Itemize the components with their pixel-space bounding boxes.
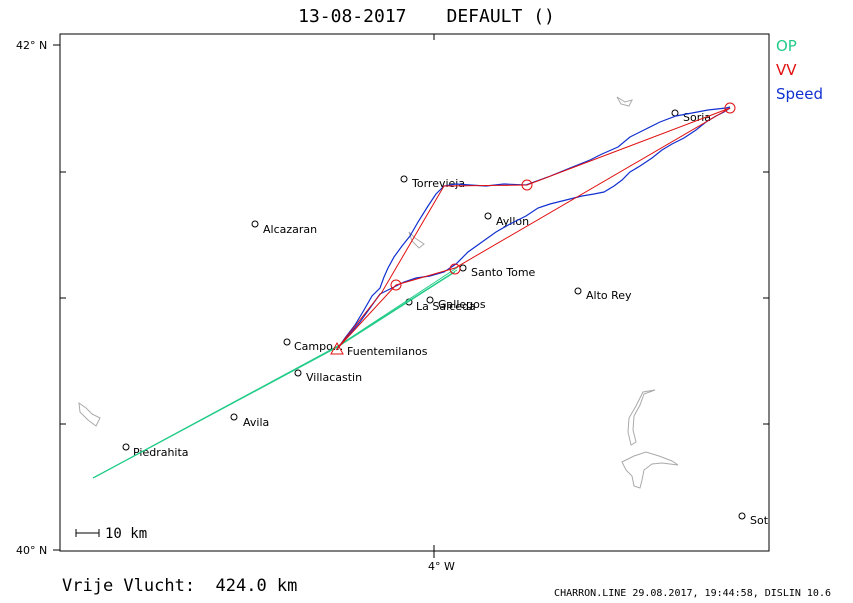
map-frame bbox=[59, 33, 770, 552]
flight-name: DEFAULT () bbox=[446, 6, 555, 27]
city-marker bbox=[671, 109, 679, 117]
flight-date: 13-08-2017 bbox=[298, 6, 407, 27]
city-label: Soria bbox=[683, 111, 711, 124]
distance-summary: Vrije Vlucht: 424.0 km bbox=[62, 576, 298, 596]
start-marker bbox=[330, 341, 344, 355]
lat-bottom-label: 40° N bbox=[16, 544, 47, 557]
chart-title: 13-08-2017 DEFAULT () bbox=[0, 6, 853, 27]
city-marker bbox=[459, 264, 467, 272]
city-label: Avila bbox=[243, 416, 269, 429]
city-marker bbox=[283, 338, 291, 346]
city-label: Alto Rey bbox=[586, 289, 632, 302]
city-label: Gallegos bbox=[438, 298, 486, 311]
city-label: Villacastin bbox=[306, 371, 362, 384]
scale-bar-label: 10 km bbox=[105, 526, 147, 542]
speed-track bbox=[337, 106, 731, 349]
lat-top-label: 42° N bbox=[16, 39, 47, 52]
lake-outlines bbox=[78, 96, 679, 489]
city-marker bbox=[230, 413, 238, 421]
legend-item-speed: Speed bbox=[776, 85, 824, 103]
turnpoint-marker bbox=[449, 263, 461, 275]
city-label: Campo... bbox=[294, 340, 343, 353]
city-label: Santo Tome bbox=[471, 266, 536, 279]
op-lines bbox=[92, 266, 459, 479]
legend-item-vv: VV bbox=[776, 61, 797, 79]
city-label: Sot bbox=[750, 514, 769, 527]
city-marker bbox=[122, 443, 130, 451]
city-label: Torrevieja bbox=[411, 177, 465, 190]
turnpoints bbox=[330, 102, 736, 355]
legend-item-op: OP bbox=[776, 37, 797, 55]
turnpoint-marker bbox=[521, 179, 533, 191]
city-label: Alcazaran bbox=[263, 223, 317, 236]
city-marker bbox=[294, 369, 302, 377]
scale-bar bbox=[75, 529, 100, 537]
turnpoint-marker bbox=[390, 279, 402, 291]
turnpoint-marker bbox=[724, 102, 736, 114]
city-label: Fuentemilanos bbox=[347, 345, 428, 358]
city-marker bbox=[426, 296, 434, 304]
op-line bbox=[94, 271, 456, 478]
axis-ticks bbox=[53, 34, 769, 558]
city-marker bbox=[484, 212, 492, 220]
city-marker bbox=[574, 287, 582, 295]
legend: OP VV Speed bbox=[776, 34, 823, 106]
city-marker bbox=[738, 512, 746, 520]
city-marker bbox=[251, 220, 259, 228]
lon-bottom-label: 4° W bbox=[428, 560, 455, 573]
footer-info: CHARRON.LINE 29.08.2017, 19:44:58, DISLI… bbox=[554, 588, 831, 599]
vv-track bbox=[335, 107, 731, 351]
city-marker bbox=[400, 175, 408, 183]
